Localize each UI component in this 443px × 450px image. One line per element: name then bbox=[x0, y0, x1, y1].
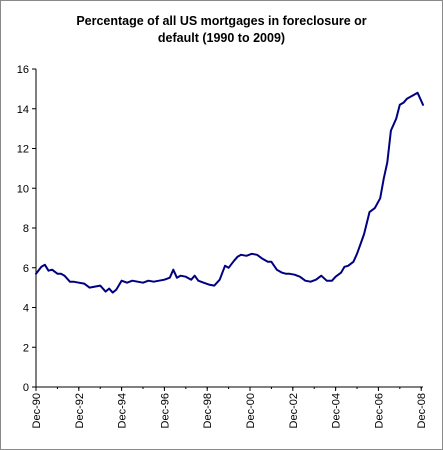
x-tick-label: Dec-98 bbox=[202, 393, 214, 428]
y-tick-label: 10 bbox=[17, 183, 29, 195]
x-tick-label: Dec-08 bbox=[416, 393, 428, 428]
y-tick-label: 16 bbox=[17, 64, 29, 76]
y-tick-label: 14 bbox=[17, 104, 29, 116]
x-tick-label: Dec-96 bbox=[159, 393, 171, 428]
x-axis: Dec-90 Dec-92 Dec-94 Dec-96 Dec-98 Dec-00 Dec-… bbox=[31, 386, 428, 428]
x-tick-label: Dec-94 bbox=[117, 393, 129, 428]
x-tick-label: Dec-04 bbox=[331, 393, 343, 428]
series-line bbox=[35, 91, 424, 294]
y-tick-label: 4 bbox=[23, 303, 29, 315]
chart-title: Percentage of all US mortgages in forecl… bbox=[0, 13, 443, 47]
x-tick-label: Dec-00 bbox=[245, 393, 257, 428]
y-tick-label: 6 bbox=[23, 263, 29, 275]
chart-title-line-2: default (1990 to 2009) bbox=[157, 31, 286, 45]
y-axis: 0 2 4 6 8 10 12 14 16 bbox=[17, 64, 37, 394]
chart-title-line-1: Percentage of all US mortgages in forecl… bbox=[76, 14, 367, 28]
y-tick-label: 12 bbox=[17, 144, 29, 156]
x-tick-label: Dec-90 bbox=[31, 393, 43, 428]
y-tick-label: 8 bbox=[23, 223, 29, 235]
series-group bbox=[35, 91, 424, 294]
x-tick-label: Dec-92 bbox=[74, 393, 86, 428]
x-tick-label: Dec-06 bbox=[373, 393, 385, 428]
x-tick-label: Dec-02 bbox=[288, 393, 300, 428]
y-tick-label: 2 bbox=[23, 342, 29, 354]
y-tick-label: 0 bbox=[23, 382, 29, 394]
